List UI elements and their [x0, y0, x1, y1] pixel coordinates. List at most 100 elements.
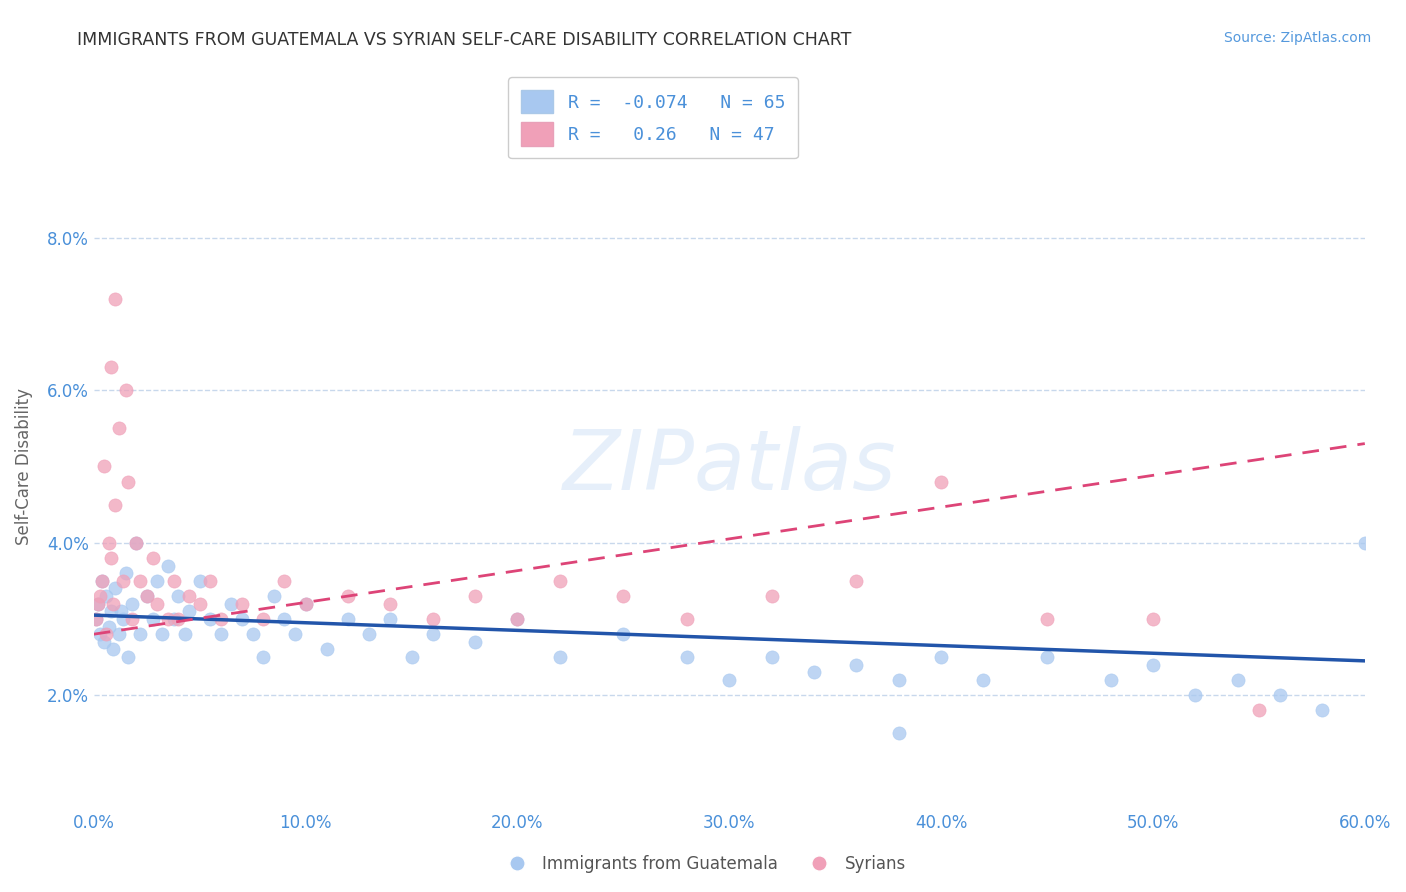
Point [336, 589, 359, 603]
Point [104, 582, 127, 596]
Point [929, 650, 952, 665]
Point [929, 475, 952, 489]
Point [101, 597, 124, 611]
Point [221, 597, 243, 611]
Point [1354, 535, 1376, 549]
Point [231, 597, 253, 611]
Point [380, 597, 402, 611]
Point [1312, 703, 1334, 717]
Point [129, 627, 152, 641]
Point [612, 627, 634, 641]
Point [887, 726, 910, 740]
Text: ZIPatlas: ZIPatlas [562, 426, 896, 507]
Point [676, 650, 699, 665]
Point [97, 535, 120, 549]
Point [146, 597, 169, 611]
Point [401, 650, 423, 665]
Point [93, 459, 115, 474]
Point [156, 558, 179, 573]
Point [114, 383, 136, 397]
Point [108, 421, 131, 435]
Point [506, 612, 529, 626]
Point [135, 589, 157, 603]
Point [188, 597, 211, 611]
Point [114, 566, 136, 581]
Point [167, 612, 190, 626]
Point [146, 574, 169, 588]
Point [336, 612, 359, 626]
Point [96, 589, 118, 603]
Point [87, 597, 110, 611]
Point [1184, 688, 1206, 702]
Point [121, 597, 143, 611]
Point [117, 475, 139, 489]
Point [125, 535, 148, 549]
Point [108, 627, 131, 641]
Point [887, 673, 910, 687]
Point [97, 619, 120, 633]
Point [100, 604, 122, 618]
Point [1099, 673, 1122, 687]
Point [135, 589, 157, 603]
Point [263, 589, 285, 603]
Point [84, 612, 107, 626]
Point [231, 612, 253, 626]
Point [284, 627, 307, 641]
Point [84, 612, 107, 626]
Point [91, 574, 114, 588]
Point [125, 535, 148, 549]
Point [100, 360, 122, 375]
Legend: R =  -0.074   N = 65, R =   0.26   N = 47: R = -0.074 N = 65, R = 0.26 N = 47 [508, 78, 797, 158]
Point [188, 574, 211, 588]
Point [142, 612, 165, 626]
Point [252, 612, 274, 626]
Point [676, 612, 699, 626]
Point [1036, 650, 1059, 665]
Point [209, 627, 232, 641]
Point [761, 589, 783, 603]
Point [506, 612, 529, 626]
Point [612, 589, 634, 603]
Point [110, 604, 132, 618]
Point [167, 589, 190, 603]
Point [209, 612, 232, 626]
Point [156, 612, 179, 626]
Text: IMMIGRANTS FROM GUATEMALA VS SYRIAN SELF-CARE DISABILITY CORRELATION CHART: IMMIGRANTS FROM GUATEMALA VS SYRIAN SELF… [77, 31, 852, 49]
Point [845, 657, 868, 672]
Point [150, 627, 173, 641]
Point [422, 627, 444, 641]
Point [93, 635, 115, 649]
Point [96, 627, 118, 641]
Point [761, 650, 783, 665]
Point [718, 673, 741, 687]
Point [359, 627, 381, 641]
Point [1247, 703, 1270, 717]
Point [163, 612, 186, 626]
Point [380, 612, 402, 626]
Point [464, 589, 486, 603]
Point [200, 574, 222, 588]
Point [117, 650, 139, 665]
Point [112, 574, 135, 588]
Point [464, 635, 486, 649]
Point [294, 597, 316, 611]
Point [548, 650, 571, 665]
Point [142, 550, 165, 565]
Text: Source: ZipAtlas.com: Source: ZipAtlas.com [1223, 31, 1371, 45]
Point [89, 627, 111, 641]
Point [1226, 673, 1249, 687]
Point [104, 292, 127, 306]
Point [89, 589, 111, 603]
Point [252, 650, 274, 665]
Point [273, 574, 295, 588]
Point [1036, 612, 1059, 626]
Point [294, 597, 316, 611]
Point [173, 627, 195, 641]
Point [101, 642, 124, 657]
Point [1142, 612, 1164, 626]
Point [87, 597, 110, 611]
Point [104, 498, 127, 512]
Point [200, 612, 222, 626]
Y-axis label: Self-Care Disability: Self-Care Disability [15, 388, 32, 545]
Point [972, 673, 994, 687]
